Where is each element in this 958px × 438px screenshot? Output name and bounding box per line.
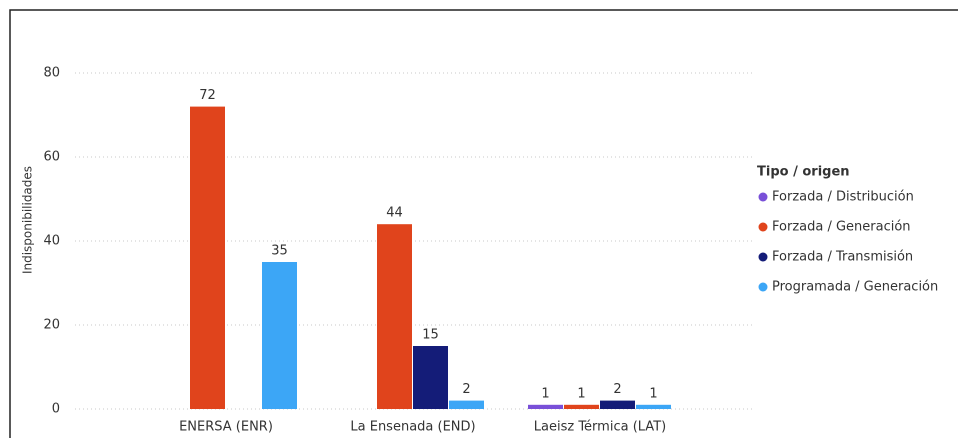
value-label: 15: [422, 328, 439, 343]
bar: [600, 400, 635, 409]
y-tick-label: 0: [52, 402, 60, 417]
legend-label: Forzada / Transmisión: [772, 250, 913, 265]
value-label: 72: [199, 88, 216, 103]
y-tick-label: 60: [43, 150, 60, 165]
bar: [564, 404, 599, 409]
y-tick-label: 80: [43, 66, 60, 81]
value-label: 2: [613, 382, 621, 397]
legend-swatch: [758, 282, 768, 292]
value-label: 44: [386, 206, 403, 221]
bar: [262, 262, 297, 409]
legend-swatch: [758, 222, 768, 232]
bar: [636, 404, 671, 409]
x-tick-label: ENERSA (ENR): [179, 420, 273, 435]
legend-title: Tipo / origen: [757, 165, 850, 180]
value-label: 1: [541, 386, 549, 401]
legend-swatch: [758, 192, 768, 202]
bar: [449, 400, 484, 409]
bar: [377, 224, 412, 409]
frame: [9, 9, 958, 438]
bar: [190, 106, 225, 409]
legend-swatch: [758, 252, 768, 262]
bar: [528, 404, 563, 409]
x-tick-label: Laeisz Térmica (LAT): [534, 420, 666, 435]
value-label: 1: [577, 386, 585, 401]
value-label: 1: [649, 386, 657, 401]
y-tick-label: 20: [43, 318, 60, 333]
value-label: 35: [271, 244, 288, 259]
y-tick-label: 40: [43, 234, 60, 249]
x-tick-label: La Ensenada (END): [350, 420, 475, 435]
bar: [413, 346, 448, 409]
legend-label: Programada / Generación: [772, 280, 938, 295]
value-label: 2: [462, 382, 470, 397]
y-axis-label: Indisponibilidades: [21, 166, 35, 274]
legend-label: Forzada / Generación: [772, 220, 911, 235]
legend-label: Forzada / Distribución: [772, 190, 914, 205]
